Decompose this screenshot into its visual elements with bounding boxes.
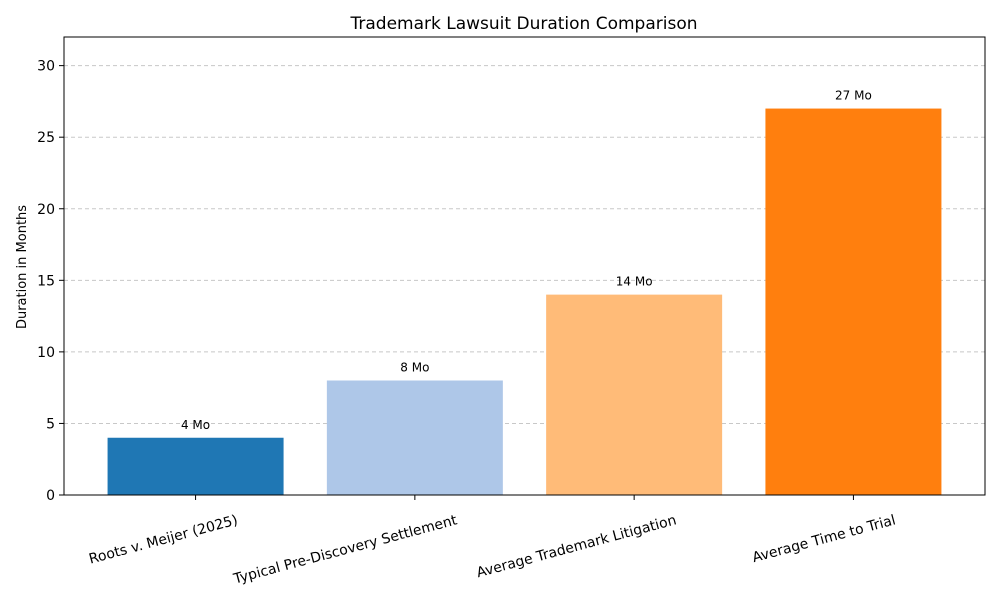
- y-tick-label: 15: [37, 273, 55, 289]
- x-tick-label: Roots v. Meijer (2025): [87, 512, 239, 567]
- bar: [107, 437, 284, 495]
- x-tick-label: Average Time to Trial: [751, 512, 898, 566]
- bars: [107, 108, 942, 495]
- bar-value-label: 4 Mo: [181, 418, 210, 432]
- y-tick-label: 0: [46, 488, 55, 504]
- chart-title: Trademark Lawsuit Duration Comparison: [350, 14, 698, 34]
- bar: [765, 108, 942, 495]
- bar-value-label: 27 Mo: [835, 89, 872, 103]
- y-tick-label: 30: [37, 59, 55, 75]
- y-axis-label: Duration in Months: [15, 205, 30, 329]
- y-tick-label: 5: [46, 416, 55, 432]
- plot-frame: [63, 36, 986, 496]
- bar: [326, 380, 503, 495]
- bar: [546, 294, 723, 495]
- data-labels: 4 Mo 8 Mo 14 Mo 27 Mo: [181, 89, 872, 432]
- x-axis-ticks: Roots v. Meijer (2025)Typical Pre-Discov…: [87, 495, 897, 588]
- x-tick-label: Typical Pre-Discovery Settlement: [231, 512, 459, 588]
- x-tick-label: Average Trademark Litigation: [475, 512, 678, 581]
- y-axis-ticks: 0 5 10 15 20 25 30: [37, 59, 64, 504]
- bar-value-label: 14 Mo: [616, 275, 653, 289]
- bar-value-label: 8 Mo: [400, 361, 429, 375]
- y-tick-label: 25: [37, 130, 55, 146]
- y-tick-label: 20: [37, 202, 55, 218]
- y-tick-label: 10: [37, 345, 55, 361]
